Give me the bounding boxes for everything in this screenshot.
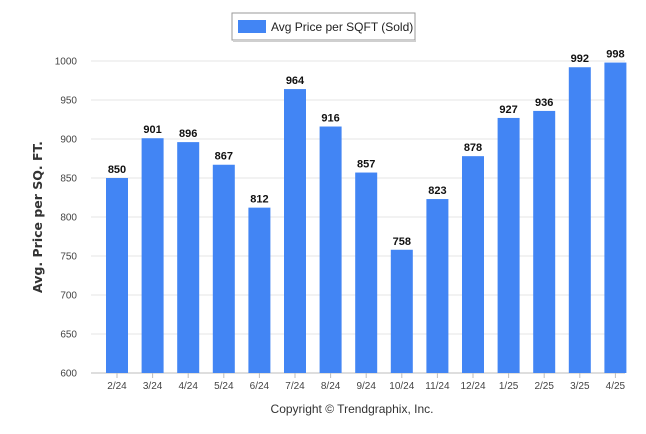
bars bbox=[106, 62, 627, 374]
y-axis-ticks: 600 650 700 750 800 850 900 950 1000 bbox=[55, 57, 78, 380]
bar bbox=[497, 117, 520, 373]
x-axis-ticks: 2/24 3/24 4/24 5/24 6/24 7/24 8/24 9/24 10/24 11/… bbox=[107, 373, 626, 392]
legend[interactable]: Avg Price per SQFT (Sold) bbox=[231, 12, 416, 42]
x-tick-label: 3/25 bbox=[570, 381, 590, 392]
bar bbox=[177, 142, 200, 373]
y-tick-label: 700 bbox=[60, 291, 77, 302]
bar bbox=[462, 156, 484, 373]
x-tick-label: 2/24 bbox=[107, 381, 127, 392]
x-tick-label: 7/24 bbox=[285, 381, 305, 392]
bar bbox=[355, 172, 378, 373]
data-label: 936 bbox=[535, 97, 553, 109]
data-label: 901 bbox=[143, 124, 161, 136]
data-label: 758 bbox=[393, 236, 411, 248]
x-tick-label: 9/24 bbox=[356, 381, 376, 392]
data-label: 867 bbox=[215, 151, 233, 163]
y-axis-title: Avg. Price per SQ. FT. bbox=[30, 141, 45, 293]
data-label: 812 bbox=[250, 194, 268, 206]
x-tick-label: 1/25 bbox=[499, 381, 519, 392]
bar bbox=[533, 110, 556, 374]
bar bbox=[568, 67, 591, 374]
bar bbox=[390, 249, 413, 373]
y-tick-label: 750 bbox=[60, 252, 77, 263]
x-tick-label: 12/24 bbox=[460, 381, 485, 392]
x-tick-label: 4/24 bbox=[178, 381, 198, 392]
x-tick-label: 10/24 bbox=[389, 381, 414, 392]
data-label: 857 bbox=[357, 159, 375, 171]
y-tick-label: 1000 bbox=[55, 57, 78, 68]
data-label: 927 bbox=[499, 104, 517, 116]
bar bbox=[604, 62, 627, 374]
x-tick-label: 11/24 bbox=[425, 381, 450, 392]
bar bbox=[248, 207, 271, 373]
data-label: 998 bbox=[606, 49, 624, 61]
y-tick-label: 850 bbox=[60, 174, 77, 185]
y-tick-label: 800 bbox=[60, 213, 77, 224]
x-tick-label: 2/25 bbox=[534, 381, 554, 392]
x-tick-label: 3/24 bbox=[143, 381, 163, 392]
data-label: 896 bbox=[179, 128, 197, 140]
data-label: 992 bbox=[571, 53, 589, 65]
data-label: 823 bbox=[428, 185, 446, 197]
x-tick-label: 5/24 bbox=[214, 381, 234, 392]
bar bbox=[319, 126, 342, 374]
y-tick-label: 950 bbox=[60, 96, 77, 107]
bar bbox=[284, 89, 306, 373]
data-labels: 850 901 896 867 812 964 916 857 758 823 878 927 936 9… bbox=[108, 49, 625, 248]
y-tick-label: 600 bbox=[60, 369, 77, 380]
data-label: 964 bbox=[286, 75, 305, 87]
data-label: 916 bbox=[321, 113, 339, 125]
bar bbox=[212, 164, 235, 373]
data-label: 850 bbox=[108, 164, 126, 176]
data-label: 878 bbox=[464, 142, 482, 154]
bar bbox=[106, 178, 128, 373]
x-tick-label: 4/25 bbox=[606, 381, 626, 392]
y-tick-label: 900 bbox=[60, 135, 77, 146]
copyright-text: Copyright © Trendgraphix, Inc. bbox=[271, 402, 434, 416]
bar bbox=[426, 199, 449, 373]
bar bbox=[141, 138, 164, 373]
legend-label: Avg Price per SQFT (Sold) bbox=[271, 20, 413, 34]
y-tick-label: 650 bbox=[60, 330, 77, 341]
x-tick-label: 8/24 bbox=[321, 381, 341, 392]
x-tick-label: 6/24 bbox=[250, 381, 270, 392]
legend-swatch bbox=[238, 20, 266, 33]
